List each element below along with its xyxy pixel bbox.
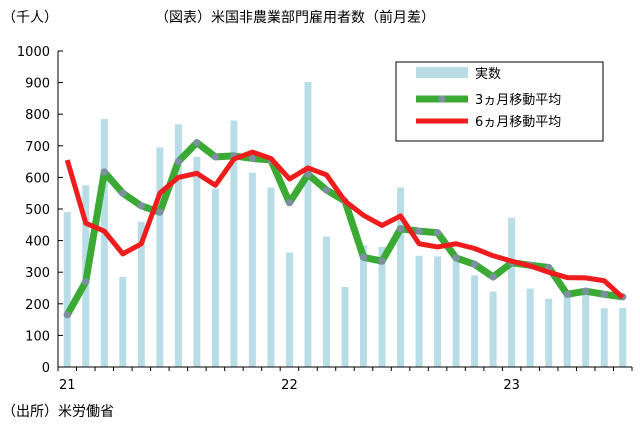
y-tick-label: 0 bbox=[42, 361, 50, 376]
bar bbox=[63, 212, 71, 367]
y-axis-unit-label: （千人） bbox=[2, 10, 58, 26]
source-note: （出所）米労働省 bbox=[2, 404, 114, 420]
bar bbox=[489, 291, 497, 367]
point-3m bbox=[156, 208, 164, 216]
point-3m bbox=[193, 139, 201, 147]
bars-layer bbox=[63, 81, 627, 368]
x-tick-label: 22 bbox=[281, 378, 298, 393]
bar bbox=[471, 275, 479, 367]
bar bbox=[526, 288, 534, 367]
point-3m bbox=[378, 257, 386, 265]
bar bbox=[582, 292, 590, 367]
bar bbox=[619, 307, 627, 367]
bar bbox=[248, 172, 256, 367]
point-3m bbox=[211, 153, 219, 161]
legend-label-3m: 3ヵ月移動平均 bbox=[475, 93, 561, 108]
bar bbox=[452, 256, 460, 367]
legend-swatch-bar bbox=[416, 67, 468, 78]
bar bbox=[267, 187, 275, 367]
bar bbox=[563, 293, 571, 367]
point-3m bbox=[415, 227, 423, 235]
bar bbox=[360, 245, 368, 367]
point-3m bbox=[100, 168, 108, 176]
x-tick-label: 21 bbox=[59, 378, 76, 393]
y-tick-label: 600 bbox=[25, 171, 50, 186]
point-3m bbox=[471, 260, 479, 268]
point-3m bbox=[600, 290, 608, 298]
bar bbox=[119, 276, 127, 367]
x-tick-label: 23 bbox=[503, 378, 520, 393]
bar bbox=[341, 287, 349, 367]
bar bbox=[545, 298, 553, 367]
y-tick-label: 300 bbox=[25, 266, 50, 281]
point-3m bbox=[285, 199, 294, 207]
y-tick-label: 100 bbox=[25, 329, 50, 344]
y-tick-label: 800 bbox=[25, 108, 50, 123]
bar bbox=[322, 236, 330, 367]
legend-marker-3m bbox=[438, 95, 446, 103]
bar bbox=[100, 118, 108, 367]
point-3m bbox=[489, 273, 497, 281]
y-tick-label: 400 bbox=[25, 235, 50, 250]
bar bbox=[230, 120, 238, 368]
y-tick-label: 700 bbox=[25, 140, 50, 155]
bar bbox=[378, 246, 386, 367]
bar bbox=[174, 124, 182, 367]
axes-layer: 0 100 200 300 400 500 600 700 800 900 1000 21 22 23 bbox=[17, 45, 633, 393]
bar bbox=[434, 256, 442, 367]
point-3m bbox=[322, 186, 331, 194]
chart-title: （図表）米国非農業部門雇用者数（前月差） bbox=[155, 9, 435, 26]
bar bbox=[156, 147, 164, 367]
y-tick-label: 500 bbox=[25, 203, 50, 218]
bar bbox=[397, 187, 405, 367]
point-3m bbox=[359, 253, 368, 261]
point-3m bbox=[452, 254, 460, 262]
point-3m bbox=[304, 170, 312, 178]
point-3m bbox=[433, 229, 442, 237]
point-3m bbox=[563, 290, 571, 298]
bar bbox=[211, 188, 219, 367]
point-3m bbox=[174, 158, 182, 166]
point-3m bbox=[248, 154, 257, 163]
y-tick-label: 900 bbox=[25, 77, 50, 92]
bar bbox=[137, 221, 145, 367]
lines-layer bbox=[63, 139, 627, 319]
y-tick-label: 1000 bbox=[17, 45, 50, 60]
legend-label-bar: 実数 bbox=[475, 66, 501, 82]
y-tick-label: 200 bbox=[25, 298, 50, 313]
series-line-6m bbox=[64, 149, 625, 300]
bar bbox=[304, 81, 312, 367]
point-3m bbox=[582, 287, 590, 295]
point-3m bbox=[82, 278, 90, 286]
point-3m bbox=[119, 189, 127, 197]
point-3m bbox=[137, 202, 145, 210]
legend: 実数 3ヵ月移動平均 6ヵ月移動平均 bbox=[395, 61, 604, 142]
bar bbox=[508, 217, 516, 367]
point-3m bbox=[63, 311, 71, 319]
point-3m bbox=[396, 225, 405, 233]
legend-label-6m: 6ヵ月移動平均 bbox=[475, 115, 561, 130]
bar bbox=[600, 308, 608, 367]
bar bbox=[415, 255, 423, 367]
bar bbox=[285, 252, 293, 367]
bar bbox=[193, 156, 201, 367]
